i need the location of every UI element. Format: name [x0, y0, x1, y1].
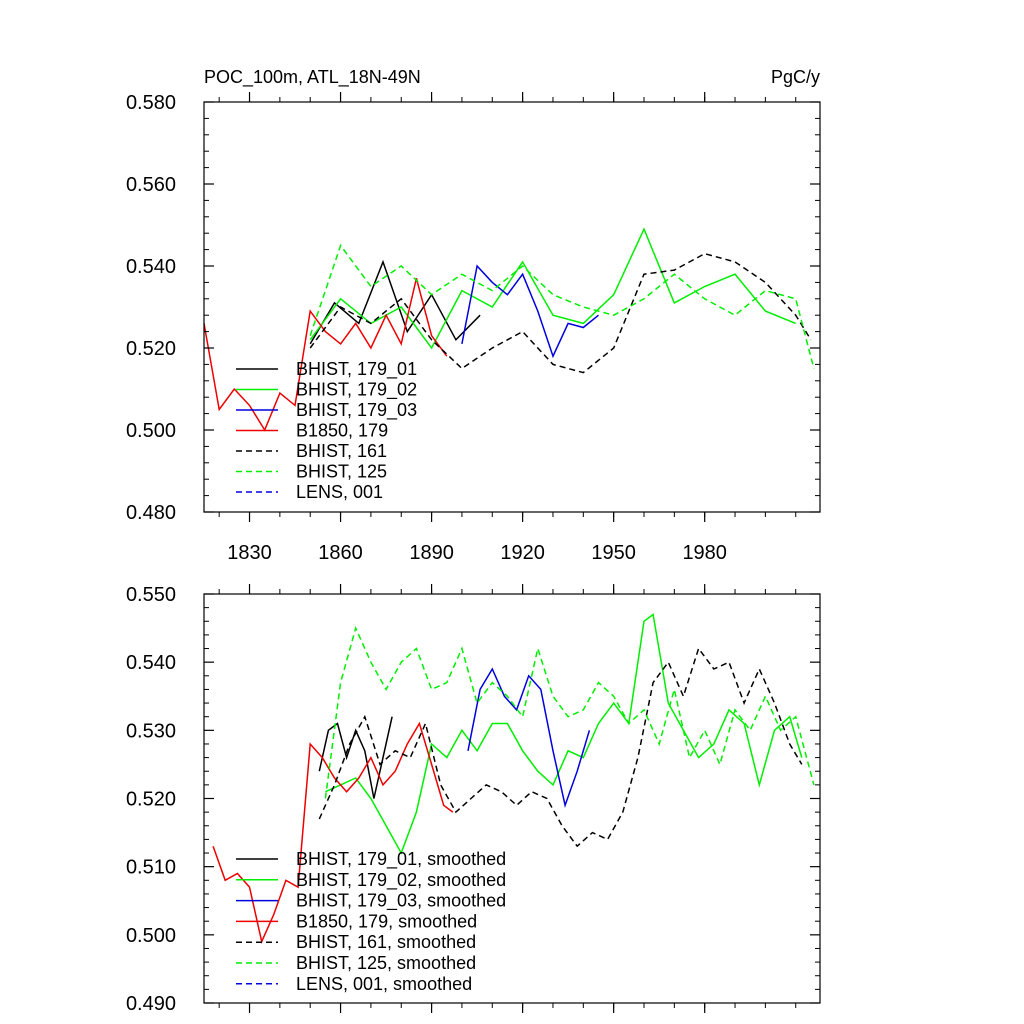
top-ytick-label-4: 0.560	[126, 174, 176, 196]
bottom-ytick-label-4: 0.530	[126, 720, 176, 742]
top-ytick-label-5: 0.580	[126, 92, 176, 114]
top-legend-label-0: BHIST, 179_01	[296, 359, 417, 380]
top-title-left: POC_100m, ATL_18N-49N	[204, 67, 421, 88]
bottom-ytick-label-2: 0.510	[126, 857, 176, 879]
top-series-line-0	[309, 259, 481, 345]
top-series-line-2	[461, 264, 599, 359]
bottom-ytick-label-3: 0.520	[126, 789, 176, 811]
top-xtick-label-5: 1980	[682, 542, 727, 564]
top-legend-label-3: B1850, 179	[296, 421, 388, 441]
bottom-series-line-5	[324, 625, 815, 799]
top-legend-label-6: LENS, 001	[296, 482, 383, 502]
bottom-ytick-label-0: 0.490	[126, 993, 176, 1015]
top-legend-label-2: BHIST, 179_03	[296, 400, 417, 421]
bottom-series-line-0	[318, 716, 393, 799]
top-legend-label-1: BHIST, 179_02	[296, 380, 417, 401]
bottom-series-line-2	[467, 667, 591, 809]
bottom-legend-label-6: LENS, 001, smoothed	[296, 974, 472, 994]
top-xtick-label-0: 1830	[227, 542, 272, 564]
bottom-series-line-4	[318, 646, 803, 848]
bottom-legend-label-4: BHIST, 161, smoothed	[296, 932, 476, 952]
bottom-legend-label-3: B1850, 179, smoothed	[296, 911, 477, 931]
bottom-panel-poc-smoothed: 0.490 0.500 0.510 0.520 0.530 0.540 0.550 BHIST…	[126, 584, 821, 1015]
top-legend-label-5: BHIST, 125	[296, 462, 387, 482]
top-xtick-label-3: 1920	[500, 542, 545, 564]
top-series-line-1	[309, 227, 796, 350]
top-ytick-label-3: 0.540	[126, 256, 176, 278]
top-series-line-5	[309, 243, 815, 369]
top-xtick-label-4: 1950	[591, 542, 636, 564]
bottom-legend-label-2: BHIST, 179_03, smoothed	[296, 891, 506, 912]
bottom-ytick-label-6: 0.550	[126, 584, 176, 606]
top-panel-poc-raw: POC_100m, ATL_18N-49N PgC/y 0.480 0.500 0.…	[126, 67, 821, 564]
top-title-right: PgC/y	[771, 67, 820, 87]
top-series-line-3	[203, 278, 448, 432]
top-xtick-label-2: 1890	[409, 542, 454, 564]
top-ytick-label-2: 0.520	[126, 338, 176, 360]
top-ytick-label-0: 0.480	[126, 502, 176, 524]
bottom-legend-label-1: BHIST, 179_02, smoothed	[296, 870, 506, 891]
top-plot-frame	[203, 101, 821, 513]
bottom-legend-label-5: BHIST, 125, smoothed	[296, 953, 476, 973]
bottom-ytick-label-1: 0.500	[126, 925, 176, 947]
top-series-line-4	[309, 252, 812, 374]
bottom-series-line-1	[325, 613, 803, 855]
bottom-series-line-3	[212, 721, 454, 944]
bottom-legend-label-0: BHIST, 179_01, smoothed	[296, 849, 506, 870]
top-xtick-label-1: 1860	[318, 542, 363, 564]
top-legend-label-4: BHIST, 161	[296, 441, 387, 461]
bottom-ytick-label-5: 0.540	[126, 652, 176, 674]
top-ytick-label-1: 0.500	[126, 420, 176, 442]
